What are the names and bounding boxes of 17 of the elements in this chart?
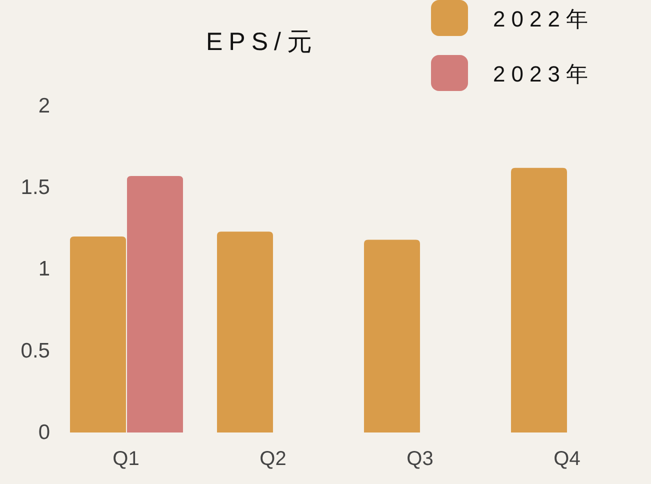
x-tick-label: Q1 <box>112 448 140 470</box>
bar <box>70 236 126 432</box>
legend-label: 2023年 <box>493 62 594 86</box>
bar <box>127 176 183 432</box>
bar <box>364 240 420 432</box>
y-tick-label: 0 <box>38 421 50 444</box>
bar <box>217 232 273 432</box>
y-tick-label: 1.5 <box>20 176 50 199</box>
bar <box>511 168 567 432</box>
legend-label: 2022年 <box>493 6 594 32</box>
chart-title: EPS/元 <box>206 28 318 56</box>
x-tick-label: Q3 <box>406 448 434 470</box>
x-tick-label: Q4 <box>554 448 580 470</box>
y-tick-label: 1 <box>38 258 50 281</box>
y-tick-label: 0.5 <box>20 339 50 362</box>
y-tick-label: 2 <box>38 94 50 118</box>
x-tick-label: Q2 <box>260 448 286 470</box>
